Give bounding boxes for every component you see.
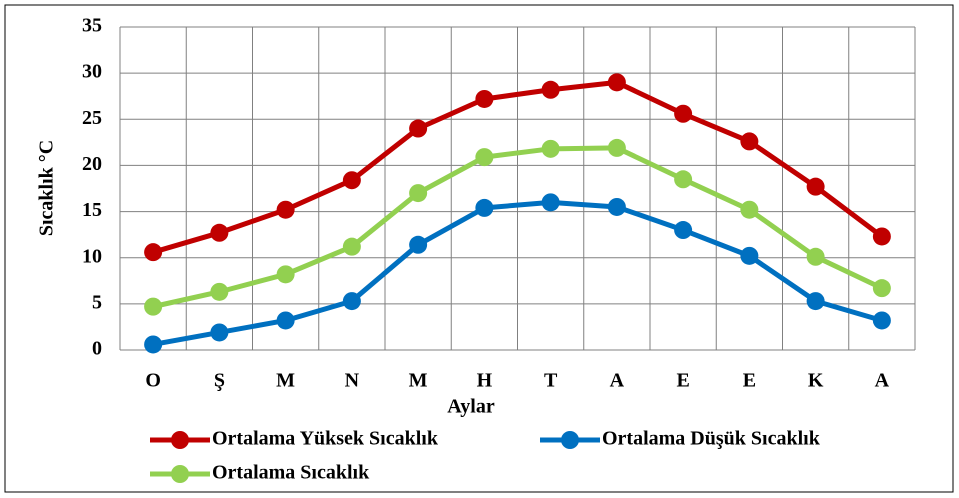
x-tick-label: T <box>544 370 558 392</box>
data-point <box>806 292 825 311</box>
data-point <box>740 132 759 151</box>
data-point <box>144 335 163 354</box>
y-tick-label: 10 <box>82 245 102 267</box>
data-point <box>276 311 295 330</box>
x-tick-label: M <box>276 370 295 392</box>
data-point <box>144 243 163 262</box>
series-line <box>152 199 883 347</box>
x-tick-label: E <box>676 370 689 392</box>
data-point <box>872 279 891 298</box>
legend-label: Ortalama Yüksek Sıcaklık <box>212 428 439 450</box>
y-tick-label: 35 <box>82 15 102 37</box>
series-line <box>152 145 883 310</box>
data-point <box>872 311 891 330</box>
data-point <box>607 197 626 216</box>
y-tick-label: 5 <box>92 291 102 313</box>
x-axis-title: Aylar <box>447 396 495 418</box>
data-point <box>210 323 229 342</box>
data-point <box>740 200 759 219</box>
x-tick-label: E <box>743 370 756 392</box>
x-tick-label: O <box>145 370 161 392</box>
y-tick-label: 30 <box>82 61 102 83</box>
data-point <box>806 177 825 196</box>
x-tick-label: H <box>477 370 493 392</box>
legend-label: Ortalama Düşük Sıcaklık <box>602 428 821 450</box>
data-point <box>342 292 361 311</box>
data-point <box>276 200 295 219</box>
series-line <box>152 79 884 255</box>
data-point <box>276 265 295 284</box>
data-point <box>541 80 560 99</box>
x-tick-label: A <box>610 370 625 392</box>
x-tick-label: N <box>345 370 360 392</box>
data-point <box>674 104 693 123</box>
x-tick-label: K <box>808 370 824 392</box>
data-point <box>342 237 361 256</box>
y-tick-label: 20 <box>82 153 102 175</box>
data-point <box>607 73 626 92</box>
x-tick-label: M <box>409 370 428 392</box>
data-point <box>210 223 229 242</box>
y-tick-label: 15 <box>82 199 102 221</box>
data-point <box>475 148 494 167</box>
data-point <box>674 221 693 240</box>
legend-marker <box>561 431 579 449</box>
legend-marker <box>171 431 189 449</box>
data-point <box>342 171 361 190</box>
data-point <box>541 139 560 158</box>
data-point <box>210 282 229 301</box>
x-tick-label: A <box>875 370 890 392</box>
data-point <box>409 184 428 203</box>
y-tick-label: 0 <box>92 338 102 360</box>
data-point <box>409 119 428 138</box>
data-point <box>475 198 494 217</box>
data-point <box>740 246 759 265</box>
x-tick-label: Ş <box>214 370 225 392</box>
data-point <box>144 297 163 316</box>
y-axis-title: Sıcaklık °C <box>36 140 58 236</box>
data-point <box>872 227 891 246</box>
data-point <box>409 235 428 254</box>
data-point <box>806 247 825 266</box>
legend-marker <box>171 465 189 483</box>
data-point <box>541 193 560 212</box>
data-point <box>674 170 693 189</box>
legend-label: Ortalama Sıcaklık <box>212 462 370 484</box>
y-tick-label: 25 <box>82 107 102 129</box>
data-point <box>607 138 626 157</box>
data-point <box>475 89 494 108</box>
